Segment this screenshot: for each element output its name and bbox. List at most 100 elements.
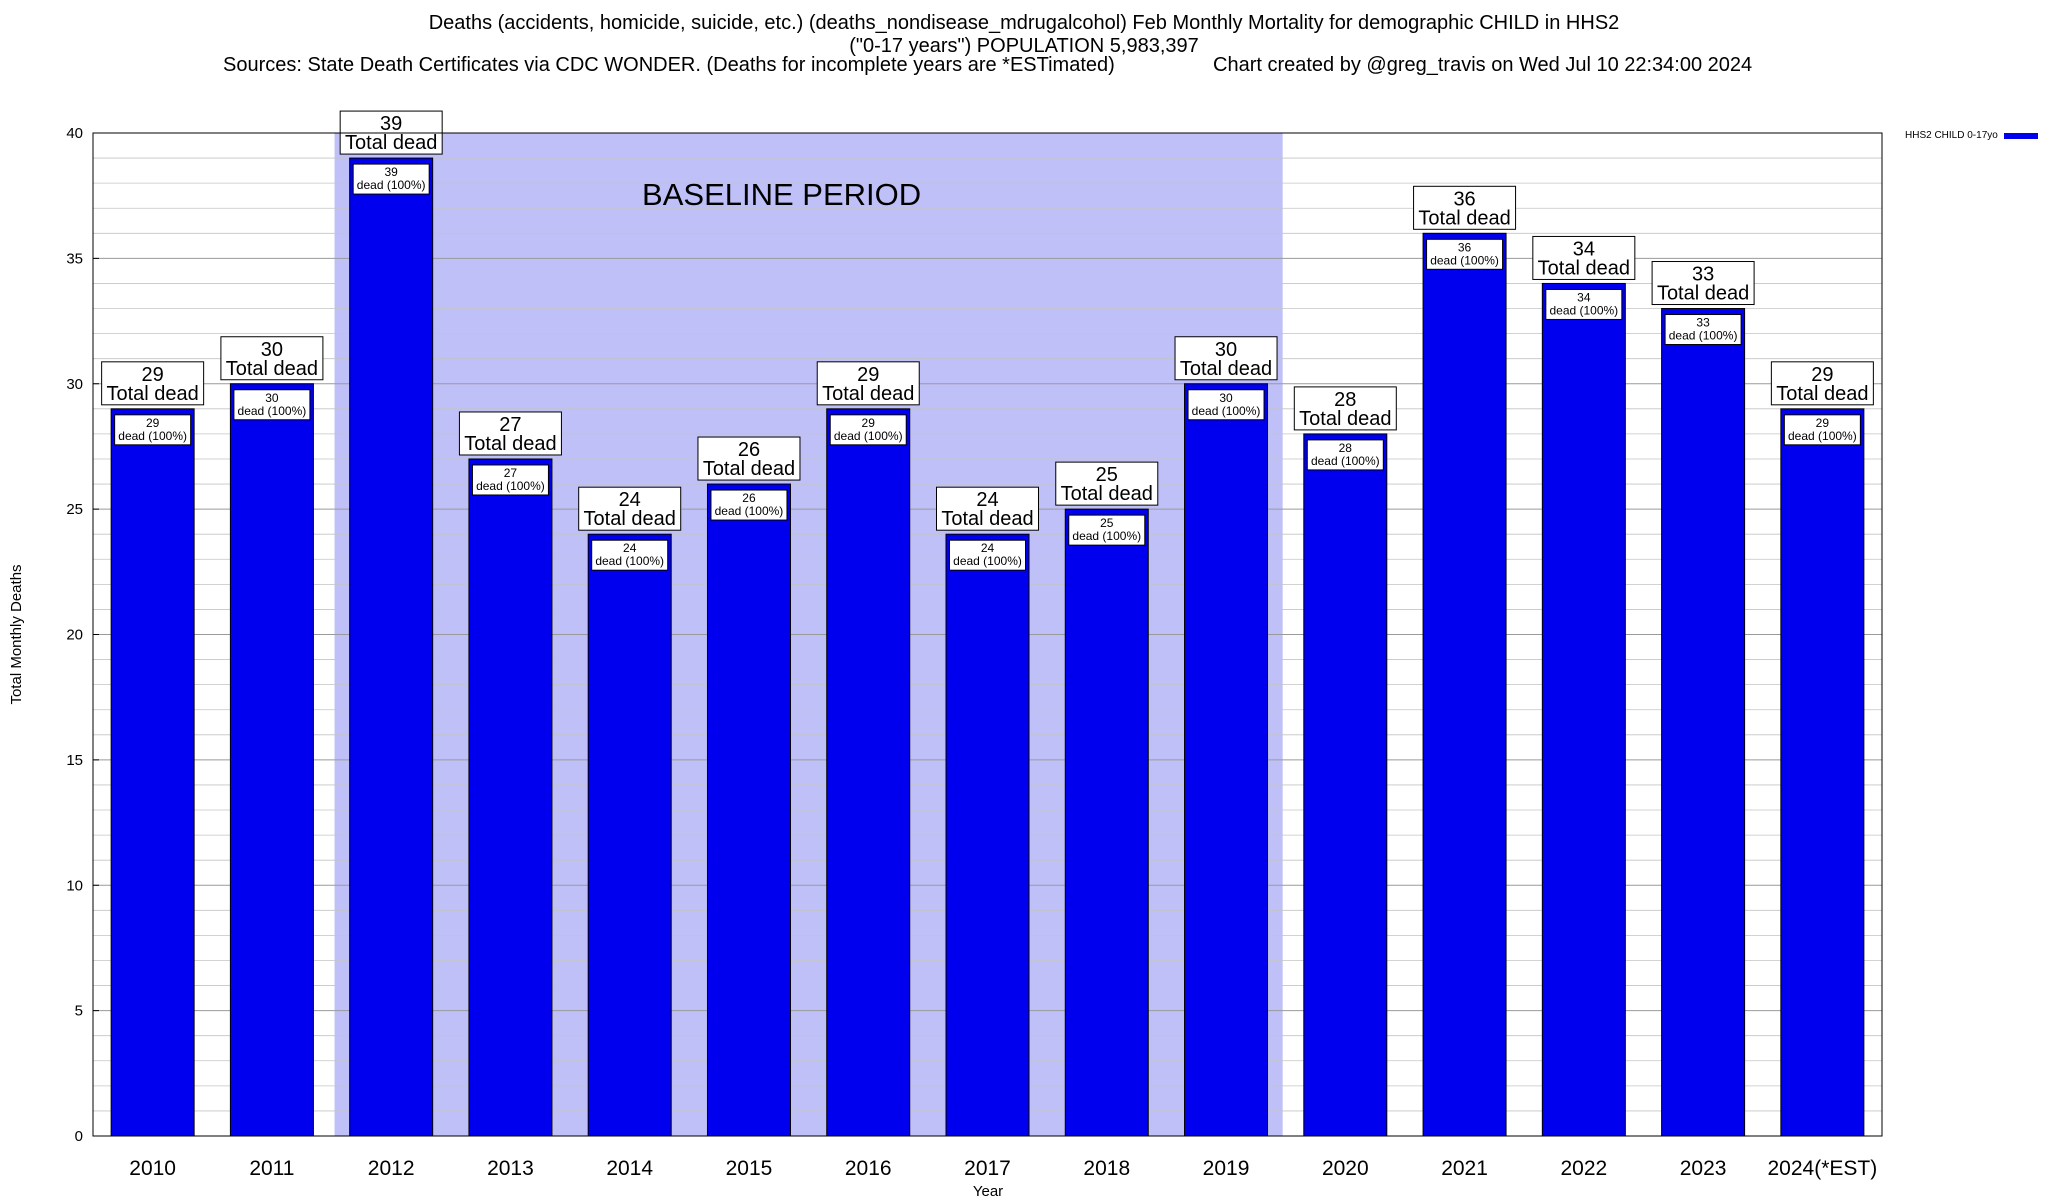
chart-title: Deaths (accidents, homicide, suicide, et… <box>0 12 2048 58</box>
bar-inner-label-box <box>1306 439 1384 471</box>
bar-value-label: 29 <box>1811 364 1833 386</box>
y-tick-label: 10 <box>66 877 83 894</box>
bar-total-label: Total dead <box>822 383 914 405</box>
bar-inner-label: dead (100%) <box>476 479 545 493</box>
bar-inner-label: dead (100%) <box>1669 329 1738 343</box>
bar-inner-value: 34 <box>1577 290 1591 304</box>
y-tick-label: 15 <box>66 752 83 769</box>
bar-value-label: 36 <box>1453 188 1475 210</box>
bar-inner-value: 26 <box>742 491 756 505</box>
bar-value-label: 30 <box>1215 339 1237 361</box>
legend: HHS2 CHILD 0-17yo <box>1905 130 2038 141</box>
bar-inner-value: 29 <box>146 416 160 430</box>
bar-total-label: Total dead <box>1299 408 1391 430</box>
bar-inner-label-box <box>1187 389 1265 421</box>
x-tick-label: 2023 <box>1680 1157 1727 1180</box>
bar-inner-label: dead (100%) <box>1788 429 1857 443</box>
bar-inner-label: dead (100%) <box>1549 303 1618 317</box>
bar-inner-label-box <box>1068 514 1146 546</box>
legend-label: HHS2 CHILD 0-17yo <box>1905 130 1998 141</box>
bar-inner-label: dead (100%) <box>595 554 664 568</box>
bar-top-label-box <box>101 361 205 406</box>
bar-value-label: 24 <box>976 489 998 511</box>
bar-total-label: Total dead <box>1776 383 1868 405</box>
y-tick-label: 5 <box>75 1003 83 1020</box>
chart-title-line-1: Deaths (accidents, homicide, suicide, et… <box>428 12 1620 34</box>
bar-inner-value: 33 <box>1696 316 1710 330</box>
bar-top-label-box <box>1174 336 1278 381</box>
bar-inner-value: 27 <box>504 466 518 480</box>
bar-value-label: 30 <box>261 339 283 361</box>
bar-inner-value: 28 <box>1339 441 1353 455</box>
bar-total-label: Total dead <box>1180 358 1272 380</box>
x-tick-label: 2013 <box>487 1157 534 1180</box>
bar-inner-label: dead (100%) <box>1311 454 1380 468</box>
bar-inner-value: 25 <box>1100 516 1114 530</box>
bar-value-label: 26 <box>738 439 760 461</box>
bar <box>1184 383 1269 1137</box>
bar-inner-label: dead (100%) <box>715 504 784 518</box>
x-tick-label: 2019 <box>1203 1157 1250 1180</box>
bar-inner-label-box <box>352 163 430 195</box>
bar-top-label-box <box>697 436 801 481</box>
bar-inner-label: dead (100%) <box>834 429 903 443</box>
y-tick-label: 20 <box>66 627 83 644</box>
bar-total-label: Total dead <box>703 458 795 480</box>
bar-inner-value: 30 <box>1219 391 1233 405</box>
bar-value-label: 27 <box>499 414 521 436</box>
bar-inner-label-box <box>710 489 788 521</box>
legend-swatch <box>2003 132 2038 139</box>
x-tick-label: 2011 <box>249 1157 294 1180</box>
bar-inner-value: 36 <box>1458 240 1472 254</box>
bar-top-label-box <box>578 486 682 531</box>
bar-value-label: 39 <box>380 113 402 135</box>
x-tick-label: 2021 <box>1441 1157 1488 1180</box>
x-tick-label: 2024(*EST) <box>1768 1157 1878 1180</box>
bar-inner-label: dead (100%) <box>1072 529 1141 543</box>
x-tick-label: 2020 <box>1322 1157 1369 1180</box>
y-tick-label: 40 <box>66 125 83 142</box>
bar-inner-label-box <box>114 414 192 446</box>
bar-total-label: Total dead <box>106 383 198 405</box>
y-tick-label: 35 <box>66 250 83 267</box>
bar-value-label: 34 <box>1573 238 1595 260</box>
bar <box>229 383 314 1137</box>
x-tick-label: 2022 <box>1560 1157 1607 1180</box>
x-axis-label: Year <box>973 1183 1003 1200</box>
bar-total-label: Total dead <box>226 358 318 380</box>
chart-sources: Sources: State Death Certificates via CD… <box>223 54 1115 76</box>
bar-total-label: Total dead <box>1418 207 1510 229</box>
bar-inner-label: dead (100%) <box>238 404 307 418</box>
bar-total-label: Total dead <box>1061 483 1153 505</box>
bar-inner-label: dead (100%) <box>1430 253 1499 267</box>
bar-inner-label: dead (100%) <box>1192 404 1261 418</box>
bar-inner-label-box <box>233 389 311 421</box>
chart-title-line-2: ("0-17 years") POPULATION 5,983,397 <box>849 35 1199 57</box>
bar <box>1422 232 1507 1137</box>
bar-total-label: Total dead <box>464 433 556 455</box>
bar-total-label: Total dead <box>1657 283 1749 305</box>
bar-inner-label-box <box>591 539 669 571</box>
bar <box>1780 408 1865 1137</box>
bar-inner-label-box <box>471 464 549 496</box>
bar <box>587 533 672 1137</box>
bar-top-label-box <box>816 361 920 406</box>
y-tick-label: 30 <box>66 376 83 393</box>
bar-total-label: Total dead <box>584 508 676 530</box>
bar-top-label-box <box>1293 386 1397 431</box>
bar-top-label-box <box>936 486 1039 531</box>
bar-inner-label: dead (100%) <box>357 178 426 192</box>
bar <box>826 408 911 1137</box>
bar-top-label-box <box>1532 235 1636 280</box>
bar-inner-value: 24 <box>981 541 995 555</box>
x-tick-label: 2017 <box>964 1157 1011 1180</box>
bar-top-label-box <box>1055 461 1159 506</box>
bar-inner-value: 29 <box>862 416 876 430</box>
x-tick-label: 2014 <box>606 1157 653 1180</box>
bar <box>1541 282 1626 1137</box>
bar <box>706 483 791 1137</box>
bar-value-label: 24 <box>619 489 641 511</box>
x-tick-label: 2018 <box>1083 1157 1130 1180</box>
baseline-label: BASELINE PERIOD <box>642 177 921 212</box>
